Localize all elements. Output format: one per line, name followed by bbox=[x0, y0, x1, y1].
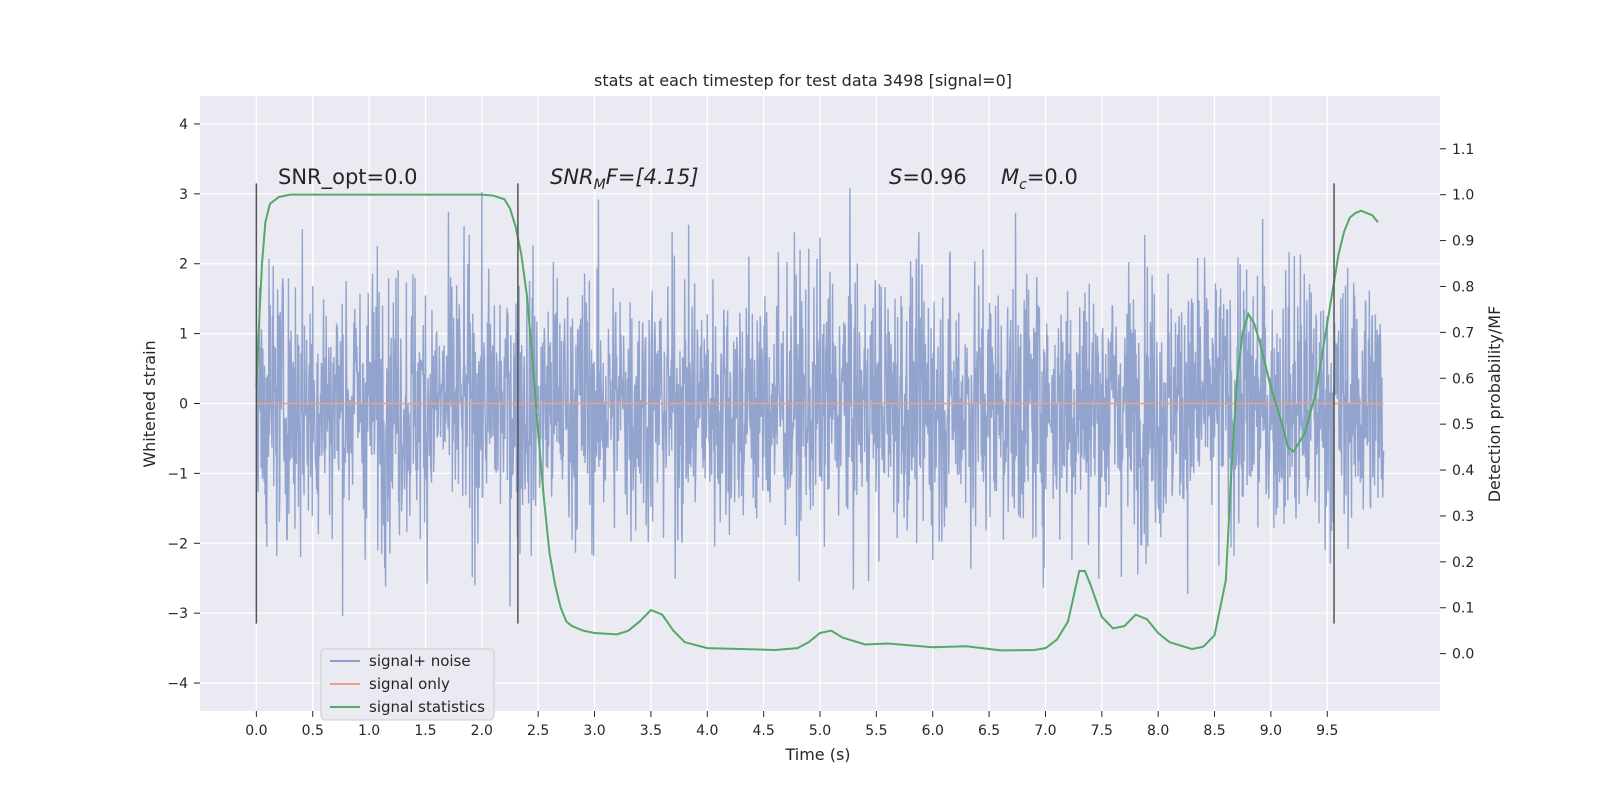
x-tick-label: 7.0 bbox=[1034, 723, 1056, 739]
x-tick-label: 3.0 bbox=[583, 723, 605, 739]
right-y-tick-label: 0.4 bbox=[1452, 463, 1474, 479]
signal-noise-line bbox=[255, 187, 1385, 617]
annotation-snr-mf-subscript: M bbox=[594, 177, 606, 193]
legend-label-signal-noise: signal+ noise bbox=[369, 652, 471, 670]
annotation-mc-symbol: M bbox=[1001, 165, 1019, 189]
x-axis-label: Time (s) bbox=[784, 745, 850, 764]
vertical-markers bbox=[255, 183, 1335, 624]
right-y-tick-label: 1.0 bbox=[1452, 188, 1474, 204]
legend-label-signal-only: signal only bbox=[369, 675, 450, 693]
x-tick-label: 0.0 bbox=[245, 723, 267, 739]
right-y-tick-label: 0.7 bbox=[1452, 325, 1474, 341]
x-tick-label: 2.5 bbox=[527, 723, 549, 739]
x-tick-label: 4.5 bbox=[753, 723, 775, 739]
chart-title: stats at each timestep for test data 349… bbox=[594, 71, 1012, 90]
annotation-s-symbol: S bbox=[889, 165, 902, 189]
y-tick-label: −1 bbox=[167, 466, 188, 482]
x-tick-label: 7.5 bbox=[1091, 723, 1113, 739]
x-tick-label: 2.0 bbox=[471, 723, 493, 739]
y-tick-label: 0 bbox=[179, 397, 188, 413]
x-tick-label: 4.0 bbox=[696, 723, 718, 739]
right-y-tick-label: 0.2 bbox=[1452, 555, 1474, 571]
right-y-tick-label: 0.8 bbox=[1452, 279, 1474, 295]
x-tick-label: 5.0 bbox=[809, 723, 831, 739]
x-tick-label: 1.5 bbox=[414, 723, 436, 739]
x-tick-label: 9.0 bbox=[1260, 723, 1282, 739]
right-y-tick-labels: 1.1 1.0 0.9 0.8 0.7 0.6 0.5 0.4 0.3 0.2 0.1 0.0 bbox=[1440, 142, 1474, 663]
right-y-tick-label: 0.9 bbox=[1452, 234, 1474, 250]
annotation-snr-mf: SNRMF=[4.15] bbox=[550, 165, 699, 193]
y-axis-label: Whitened strain bbox=[140, 340, 159, 467]
annotation-snr-opt: SNR_opt=0.0 bbox=[278, 165, 418, 190]
x-tick-label: 8.5 bbox=[1203, 723, 1225, 739]
x-tick-label: 6.0 bbox=[922, 723, 944, 739]
y-tick-label: −4 bbox=[167, 676, 188, 692]
annotation-mc-subscript: c bbox=[1019, 177, 1027, 193]
series-lines bbox=[255, 193, 1384, 652]
right-y-tick-label: 0.6 bbox=[1452, 371, 1474, 387]
signal-statistics-line bbox=[255, 193, 1379, 652]
x-tick-label: 1.0 bbox=[358, 723, 380, 739]
right-y-tick-label: 0.1 bbox=[1452, 601, 1474, 617]
y-tick-label: 4 bbox=[179, 117, 188, 133]
x-tick-label: 8.0 bbox=[1147, 723, 1169, 739]
annotation-mc: Mc=0.0 bbox=[1001, 165, 1078, 193]
y-tick-label: −2 bbox=[167, 536, 188, 552]
y-tick-labels: 4 3 2 1 0 −1 −2 −3 −4 bbox=[167, 117, 200, 692]
annotation-snr-mf-symbol: SNR bbox=[550, 165, 594, 189]
x-tick-labels: 0.0 0.5 1.0 1.5 2.0 2.5 3.0 3.5 4.0 4.5 5.0 5.5 6.0 6… bbox=[245, 711, 1338, 739]
y-tick-label: 3 bbox=[179, 187, 188, 203]
annotation-mc-value: =0.0 bbox=[1027, 165, 1078, 189]
x-tick-label: 0.5 bbox=[302, 723, 324, 739]
right-y-tick-label: 0.5 bbox=[1452, 417, 1474, 433]
y-tick-label: 1 bbox=[179, 327, 188, 343]
annotation-snr-mf-value: F=[4.15] bbox=[606, 165, 699, 189]
right-y-tick-label: 0.3 bbox=[1452, 509, 1474, 525]
right-y-tick-label: 1.1 bbox=[1452, 142, 1474, 158]
x-tick-label: 5.5 bbox=[865, 723, 887, 739]
signal-noise-series bbox=[255, 187, 1385, 617]
right-y-axis-label: Detection probability/MF bbox=[1485, 306, 1504, 503]
annotation-s: S=0.96 bbox=[889, 165, 967, 189]
x-tick-label: 6.5 bbox=[978, 723, 1000, 739]
x-tick-label: 9.5 bbox=[1316, 723, 1338, 739]
legend-label-signal-statistics: signal statistics bbox=[369, 698, 485, 716]
x-tick-label: 3.5 bbox=[640, 723, 662, 739]
annotation-s-value: =0.96 bbox=[902, 165, 966, 189]
y-tick-label: 2 bbox=[179, 257, 188, 273]
y-tick-label: −3 bbox=[167, 606, 188, 622]
legend: signal+ noise signal only signal statist… bbox=[320, 648, 495, 721]
right-y-tick-label: 0.0 bbox=[1452, 647, 1474, 663]
legend-box bbox=[320, 648, 495, 721]
